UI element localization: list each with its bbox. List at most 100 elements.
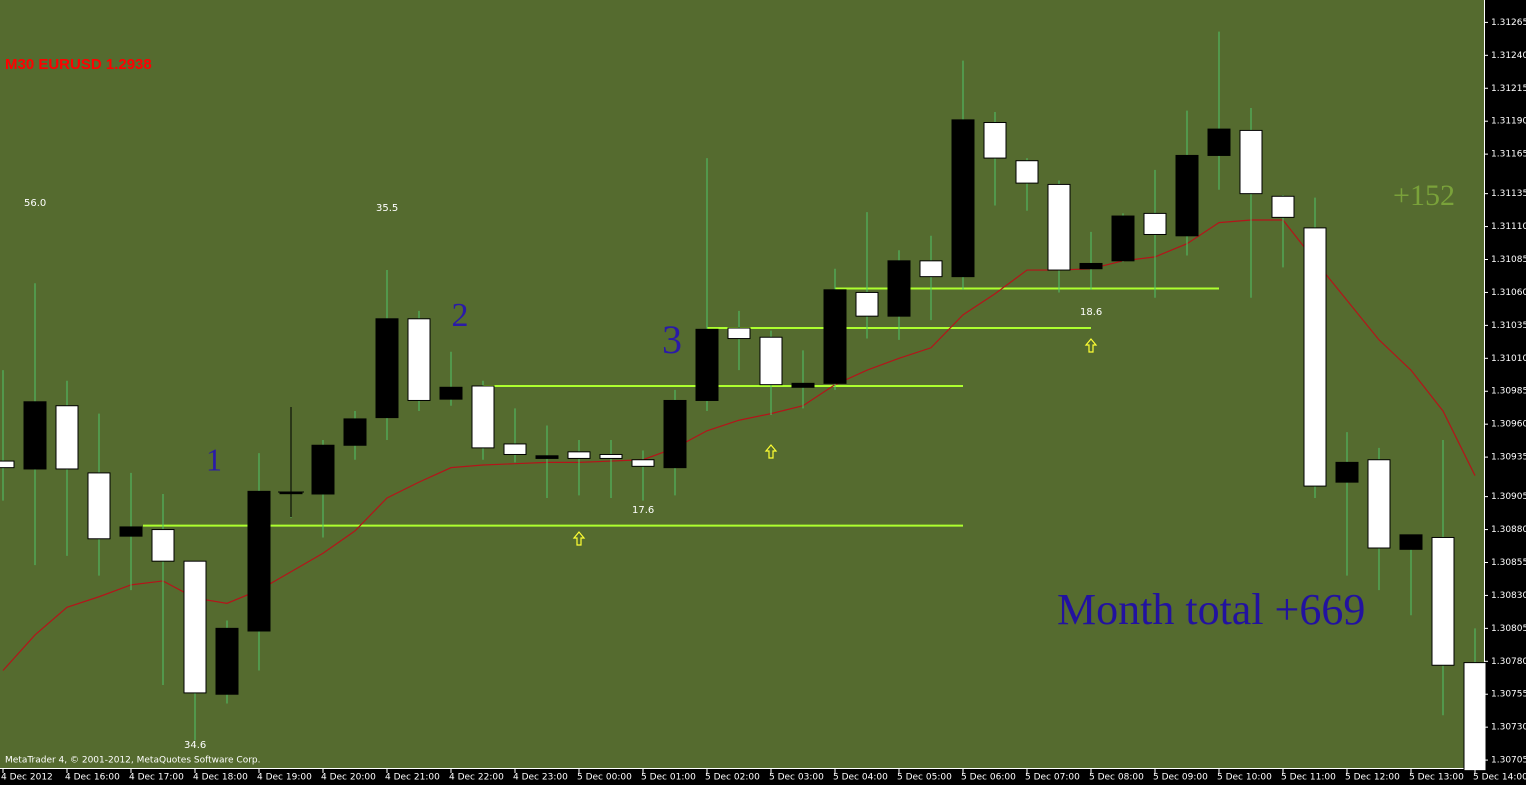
candle-body — [55, 405, 79, 470]
y-tick-label: 1.31190 — [1491, 117, 1526, 127]
x-tick-label: 4 Dec 22:00 — [449, 773, 504, 783]
x-tick-label: 4 Dec 23:00 — [513, 773, 568, 783]
annotation: 17.6 — [632, 505, 654, 516]
candle-body — [855, 291, 879, 317]
annotation: 3 — [662, 317, 682, 362]
y-tick-label: 1.30780 — [1491, 657, 1526, 667]
y-tick-label: 1.30905 — [1491, 492, 1526, 502]
candle-body — [887, 260, 911, 317]
candle-body — [759, 336, 783, 386]
up-arrow — [1084, 338, 1098, 353]
y-tick-label: 1.30880 — [1491, 525, 1526, 535]
candle-body — [151, 529, 175, 562]
candle-body — [247, 490, 271, 632]
x-tick-label: 5 Dec 06:00 — [961, 773, 1016, 783]
candle-body — [503, 443, 527, 455]
axes: 1.31265 1.31240 1.31215 1.31190 1.31165 1.311… — [1, 18, 1526, 783]
x-tick-label: 4 Dec 17:00 — [129, 773, 184, 783]
y-tick-label: 1.31215 — [1491, 84, 1526, 94]
candle-body — [919, 260, 943, 278]
candle-body — [1207, 128, 1231, 156]
candle-body — [407, 318, 431, 401]
annotation: 35.5 — [376, 203, 398, 214]
candle-body — [375, 318, 399, 419]
y-tick-label: 1.31110 — [1491, 222, 1526, 232]
y-tick-label: 1.30855 — [1491, 558, 1526, 568]
candle-body — [1239, 129, 1263, 195]
candle-body — [1463, 662, 1487, 772]
y-tick-label: 1.30805 — [1491, 624, 1526, 634]
annotation: Month total +669 — [1057, 585, 1365, 634]
candle-body — [1175, 154, 1199, 237]
candle-body — [567, 451, 591, 459]
y-tick-label: 1.31265 — [1491, 18, 1526, 28]
y-tick-label: 1.30755 — [1491, 690, 1526, 700]
x-tick-label: 5 Dec 11:00 — [1281, 773, 1336, 783]
candle-body — [183, 560, 207, 694]
candle-body — [1143, 212, 1167, 235]
chart-title: M30 EURUSD 1.2938 — [5, 56, 152, 73]
candle-body — [471, 385, 495, 449]
candle-body — [23, 401, 47, 470]
y-tick-label: 1.30830 — [1491, 591, 1526, 601]
y-tick-label: 1.31165 — [1491, 150, 1526, 160]
annotation: 56.0 — [24, 198, 46, 209]
candle-body — [535, 455, 559, 459]
candle-body — [823, 289, 847, 384]
x-tick-label: 5 Dec 04:00 — [833, 773, 888, 783]
candle-body — [663, 399, 687, 469]
annotations: 56.0 35.5 34.6 17.6 18.6 1 2 3 +152 Month total +… — [24, 179, 1455, 751]
x-tick-label: 5 Dec 00:00 — [577, 773, 632, 783]
x-tick-label: 4 Dec 20:00 — [321, 773, 376, 783]
candle-body — [1079, 262, 1103, 270]
x-tick-label: 4 Dec 2012 — [1, 773, 53, 783]
y-tick-label: 1.31035 — [1491, 321, 1526, 331]
x-tick-label: 5 Dec 12:00 — [1345, 773, 1400, 783]
up-arrow — [764, 444, 778, 459]
annotation: 18.6 — [1080, 307, 1102, 318]
candle-body — [1303, 227, 1327, 487]
y-tick-label: 1.31060 — [1491, 288, 1526, 298]
candle-body — [727, 327, 751, 340]
candle-body — [215, 627, 239, 695]
candle-body — [87, 472, 111, 540]
y-tick-label: 1.30985 — [1491, 387, 1526, 397]
x-tick-label: 5 Dec 08:00 — [1089, 773, 1144, 783]
y-tick-label: 1.31135 — [1491, 189, 1526, 199]
candle-body — [311, 444, 335, 495]
x-tick-label: 5 Dec 05:00 — [897, 773, 952, 783]
candle-body — [1047, 183, 1071, 271]
candle-body — [1015, 160, 1039, 184]
x-tick-label: 5 Dec 09:00 — [1153, 773, 1208, 783]
candle-body — [0, 460, 15, 469]
candle-body — [695, 328, 719, 401]
candle-body — [1271, 195, 1295, 218]
x-tick-label: 5 Dec 01:00 — [641, 773, 696, 783]
plot-area — [0, 0, 1484, 768]
x-tick-label: 4 Dec 19:00 — [257, 773, 312, 783]
candle-body — [599, 453, 623, 459]
candle-body — [343, 418, 367, 446]
annotation: 34.6 — [184, 740, 206, 751]
x-tick-label: 5 Dec 13:00 — [1409, 773, 1464, 783]
candle-body — [119, 526, 143, 537]
candle-body — [631, 459, 655, 467]
candle-body — [1431, 536, 1455, 666]
candle-body — [1399, 534, 1423, 550]
y-tick-label: 1.31240 — [1491, 51, 1526, 61]
y-tick-label: 1.31010 — [1491, 354, 1526, 364]
candle-body — [1367, 459, 1391, 549]
x-tick-label: 4 Dec 18:00 — [193, 773, 248, 783]
annotation: 2 — [452, 297, 469, 334]
x-tick-label: 5 Dec 03:00 — [769, 773, 824, 783]
candle-body — [983, 122, 1007, 159]
candle-body — [1111, 215, 1135, 262]
candle-body — [791, 382, 815, 388]
x-tick-label: 4 Dec 21:00 — [385, 773, 440, 783]
x-tick-label: 5 Dec 07:00 — [1025, 773, 1080, 783]
candle-body — [951, 119, 975, 278]
signal-arrows — [572, 338, 1098, 546]
y-tick-label: 1.30960 — [1491, 420, 1526, 430]
x-tick-label: 5 Dec 10:00 — [1217, 773, 1272, 783]
